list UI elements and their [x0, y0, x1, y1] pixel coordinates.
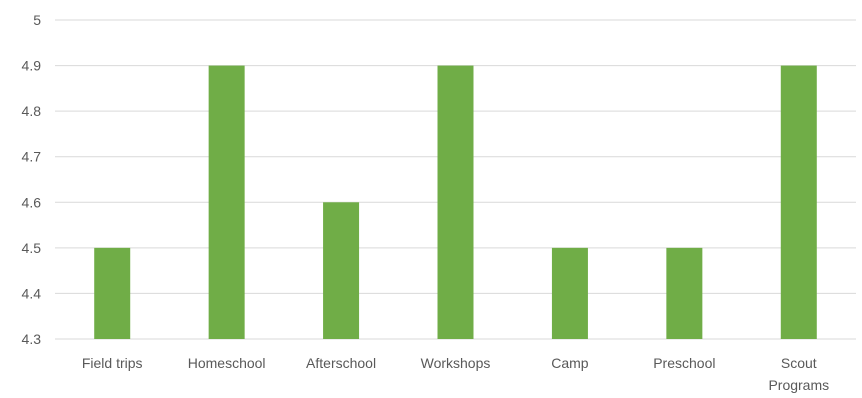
x-category-label: Camp	[551, 355, 589, 371]
bar	[323, 202, 360, 339]
x-category-label: Workshops	[421, 355, 491, 371]
y-axis-tick-labels: 4.3 4.4 4.5 4.6 4.7 4.8 4.9 5	[22, 12, 42, 347]
y-tick-label: 5	[33, 12, 41, 28]
bar	[666, 247, 703, 339]
x-category-label: Preschool	[653, 355, 715, 371]
bar	[208, 65, 245, 340]
bar	[437, 65, 474, 340]
y-tick-label: 4.5	[22, 240, 42, 256]
x-category-label-line: Field trips	[82, 355, 143, 371]
x-category-label: Homeschool	[188, 355, 266, 371]
y-tick-label: 4.7	[22, 149, 42, 165]
y-tick-label: 4.3	[22, 331, 42, 347]
y-tick-label: 4.8	[22, 103, 42, 119]
bars	[94, 65, 817, 340]
x-category-label: Afterschool	[306, 355, 376, 371]
x-category-label-line: Programs	[768, 377, 829, 393]
y-tick-label: 4.6	[22, 194, 42, 210]
bar	[780, 65, 817, 340]
y-tick-label: 4.4	[22, 285, 42, 301]
x-category-label: Field trips	[82, 355, 143, 371]
x-axis-category-labels: Field trips Homeschool Afterschool Workshop…	[82, 355, 829, 393]
x-category-label-line: Afterschool	[306, 355, 376, 371]
y-tick-label: 4.9	[22, 58, 42, 74]
x-category-label-line: Camp	[551, 355, 589, 371]
bar	[551, 247, 588, 339]
x-category-label-line: Workshops	[421, 355, 491, 371]
x-category-label-line: Preschool	[653, 355, 715, 371]
x-category-label-line: Scout	[781, 355, 817, 371]
bar	[94, 247, 131, 339]
x-category-label-line: Homeschool	[188, 355, 266, 371]
x-category-label: Scout Programs	[768, 355, 829, 393]
